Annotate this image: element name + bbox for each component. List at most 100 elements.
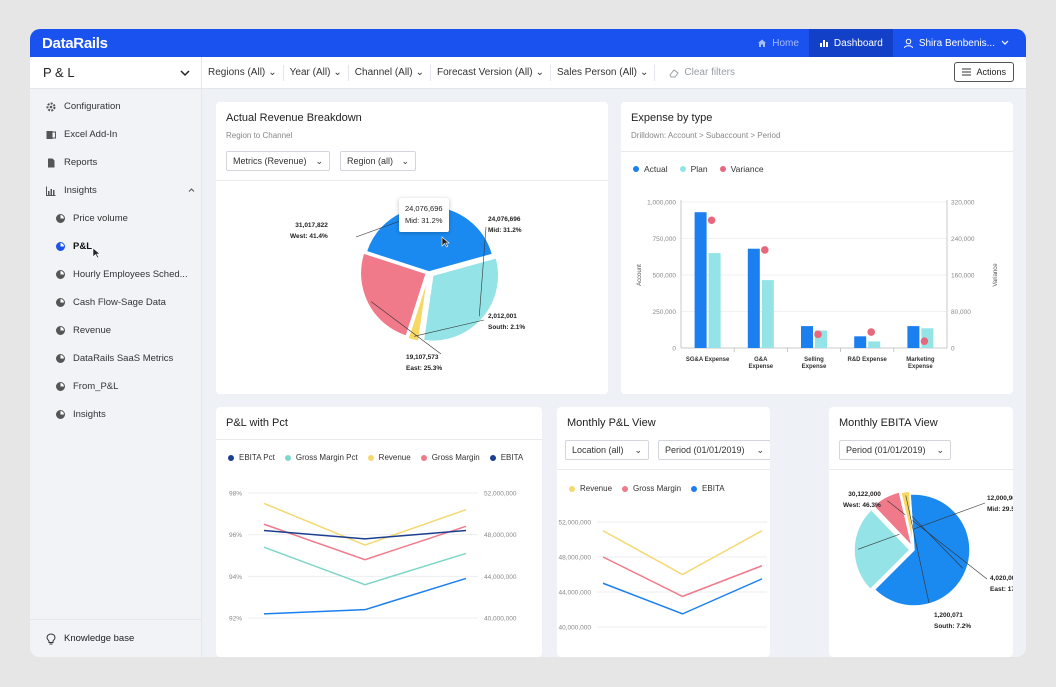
- pie-slice-east: [359, 252, 428, 338]
- pie-label-pct: East: 17%: [990, 586, 1013, 593]
- sidebar-subitem-label: DataRails SaaS Metrics: [73, 353, 174, 364]
- pie-slice-south: [899, 490, 915, 548]
- pie-label-mid: 24,076,696 Mid: 31.2%: [488, 214, 522, 236]
- nav-home[interactable]: Home: [747, 29, 809, 57]
- filter-list: Regions (All) ⌄ Year (All) ⌄ Channel (All)…: [202, 57, 735, 88]
- pie-chart-icon: [56, 382, 65, 391]
- chevron-down-icon: ⌄: [401, 155, 409, 166]
- sidebar-item-reports[interactable]: Reports: [46, 157, 196, 168]
- pie-chart-icon: [56, 410, 65, 419]
- legend-dot: [489, 454, 496, 461]
- sidebar-subitem-revenue[interactable]: Revenue: [56, 325, 111, 336]
- y2-tick-label: 44,000,000: [484, 574, 517, 581]
- menu-icon: [962, 68, 972, 76]
- legend-item[interactable]: Variance: [719, 164, 764, 174]
- pie-leader-line: [370, 301, 442, 355]
- legend-item[interactable]: Gross Margin: [420, 453, 480, 462]
- sidebar-subitem-pnl[interactable]: P&L: [56, 241, 92, 252]
- card-subtitle: Drilldown: Account > Subaccount > Period: [631, 131, 781, 140]
- legend-label: EBITA: [500, 453, 524, 462]
- region-dropdown[interactable]: Region (all) ⌄: [340, 151, 416, 171]
- sidebar-subitem-from-pnl[interactable]: From_P&L: [56, 381, 118, 392]
- pie-chart-icon: [56, 214, 65, 223]
- series-line-ebita: [602, 578, 763, 615]
- filter-year[interactable]: Year (All) ⌄: [284, 64, 349, 81]
- filter-channel[interactable]: Channel (All) ⌄: [349, 64, 431, 81]
- bar-plan: [761, 280, 774, 348]
- legend-item[interactable]: Gross Margin Pct: [284, 453, 358, 462]
- sidebar-subitem-label: Revenue: [73, 325, 112, 336]
- nav-user-label: Shira Benbenis...: [918, 37, 995, 49]
- variance-point: [814, 330, 822, 339]
- sidebar-subitem-cash-flow[interactable]: Cash Flow-Sage Data: [56, 297, 166, 308]
- sidebar-item-excel-add-in[interactable]: Excel Add-In: [46, 129, 196, 140]
- legend-item[interactable]: Gross Margin: [622, 484, 681, 493]
- knowledge-base-link[interactable]: Knowledge base: [30, 619, 202, 657]
- period-dropdown[interactable]: Period (01/01/2019) ⌄: [658, 440, 770, 460]
- legend-item[interactable]: EBITA: [489, 453, 524, 462]
- chevron-up-icon: [188, 188, 195, 192]
- nav-user-menu[interactable]: Shira Benbenis...: [893, 29, 1026, 57]
- clear-filters-label: Clear filters: [684, 67, 735, 78]
- sidebar-subitem-saas-metrics[interactable]: DataRails SaaS Metrics: [56, 353, 173, 364]
- sidebar-subitem-label: From_P&L: [73, 381, 119, 392]
- actions-label: Actions: [976, 67, 1006, 77]
- nav-dashboard[interactable]: Dashboard: [808, 29, 893, 57]
- divider: [216, 439, 542, 440]
- sidebar-item-label: Reports: [64, 157, 98, 168]
- pie-label-value: 24,076,696: [488, 216, 521, 223]
- bar-actual: [747, 248, 760, 348]
- chart-legend: Actual Plan Variance: [633, 164, 764, 174]
- ebita-period-dropdown[interactable]: Period (01/01/2019) ⌄: [839, 440, 951, 460]
- chevron-down-icon: ⌄: [415, 67, 424, 78]
- bar-plan: [708, 253, 721, 348]
- sidebar-subitem-insights[interactable]: Insights: [56, 409, 106, 420]
- legend-item[interactable]: Actual: [633, 164, 668, 174]
- series-line-ebita: [263, 577, 467, 615]
- series-line-revenue: [263, 502, 467, 546]
- series-line-revenue: [602, 530, 763, 576]
- actions-button[interactable]: Actions: [954, 62, 1014, 82]
- filter-channel-label: Channel (All): [354, 67, 413, 78]
- legend-label: Gross Margin: [431, 453, 480, 462]
- legend-item[interactable]: Revenue: [569, 484, 612, 493]
- legend-label: Gross Margin: [633, 484, 682, 493]
- y-tick-label: 92%: [229, 616, 242, 623]
- legend-item[interactable]: EBITA: [691, 484, 725, 493]
- bar-chart-icon: [46, 186, 56, 196]
- sidebar-item-label: Excel Add-In: [64, 129, 118, 140]
- tooltip-value: 24,076,696: [405, 204, 443, 213]
- bar-actual: [694, 212, 707, 348]
- sidebar-subitem-price-volume[interactable]: Price volume: [56, 213, 128, 224]
- sidebar-subitem-hourly-employees[interactable]: Hourly Employees Sched...: [56, 269, 188, 280]
- page-selector[interactable]: P & L: [30, 57, 202, 88]
- filter-sales-person[interactable]: Sales Person (All) ⌄: [551, 64, 656, 81]
- filter-regions[interactable]: Regions (All) ⌄: [202, 64, 284, 81]
- pie-leader-line: [857, 502, 986, 550]
- pie-tooltip: 24,076,696 Mid: 31.2%: [399, 198, 449, 232]
- filter-forecast-version[interactable]: Forecast Version (All) ⌄: [431, 64, 551, 81]
- y-tick-label: 48,000,000: [558, 555, 591, 562]
- legend-item[interactable]: Revenue: [367, 453, 411, 462]
- card-title: P&L with Pct: [226, 417, 288, 429]
- app-window: DataRails Home Dashboard Shira Benbenis.…: [30, 29, 1026, 657]
- pie-label-value: 2,012,001: [488, 313, 517, 320]
- pie-label-pct: East: 25.3%: [406, 365, 443, 372]
- monthly-pnl-line-chart: 52,000,000 48,000,000 44,000,000 40,000,000: [558, 520, 767, 632]
- legend-item[interactable]: EBITA Pct: [228, 453, 275, 462]
- pie-label-east: 4,020,000 East: 17%: [990, 573, 1013, 595]
- variance-point: [707, 216, 716, 225]
- sidebar-item-configuration[interactable]: Configuration: [46, 101, 196, 112]
- sidebar-item-insights[interactable]: Insights: [46, 185, 196, 196]
- legend-dot: [679, 166, 686, 172]
- y-tick-label: 0: [672, 346, 676, 353]
- clear-filters-button[interactable]: Clear filters: [655, 67, 735, 78]
- location-dropdown[interactable]: Location (all) ⌄: [565, 440, 649, 460]
- revenue-pie-chart: [355, 205, 500, 355]
- y-tick-label: 98%: [229, 491, 242, 498]
- metrics-dropdown[interactable]: Metrics (Revenue) ⌄: [226, 151, 330, 171]
- nav-dashboard-label: Dashboard: [833, 37, 883, 49]
- sidebar-item-label: Configuration: [64, 101, 121, 112]
- bar-chart-icon: [819, 40, 828, 47]
- legend-item[interactable]: Plan: [679, 164, 708, 174]
